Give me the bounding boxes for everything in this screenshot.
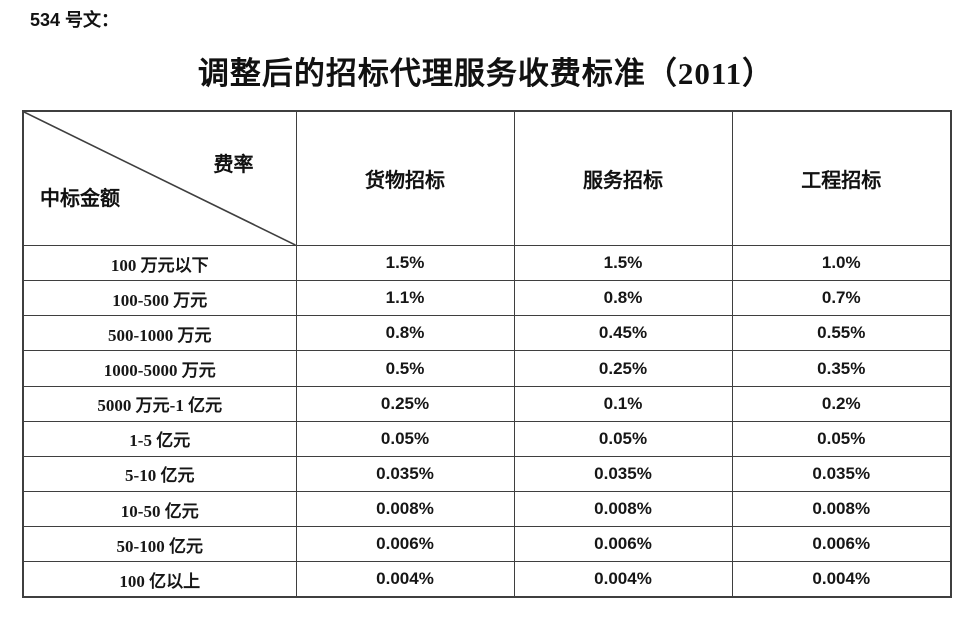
column-header-goods: 货物招标 bbox=[295, 110, 515, 247]
rate-value: 1.5% bbox=[513, 245, 733, 282]
fee-standard-table: 费率 中标金额 货物招标 服务招标 工程招标 100 万元以下 1.5% 1.5… bbox=[22, 110, 952, 598]
row-label: 1-5 亿元 bbox=[22, 420, 297, 457]
row-label: 5-10 亿元 bbox=[22, 455, 297, 493]
diagonal-corner-cell: 费率 中标金额 bbox=[22, 110, 297, 247]
rate-value: 0.008% bbox=[731, 491, 952, 528]
diagonal-divider-line bbox=[24, 112, 295, 245]
rate-value: 0.006% bbox=[513, 526, 733, 563]
rate-value: 0.035% bbox=[513, 455, 733, 493]
row-label: 5000 万元-1 亿元 bbox=[22, 385, 297, 422]
table-row: 100 亿以上 0.004% 0.004% 0.004% bbox=[22, 561, 952, 598]
page-title: 调整后的招标代理服务收费标准（2011） bbox=[197, 56, 775, 91]
table-row: 100-500 万元 1.1% 0.8% 0.7% bbox=[22, 280, 952, 317]
rate-value: 0.008% bbox=[295, 491, 515, 528]
rate-value: 0.8% bbox=[513, 280, 733, 317]
rate-value: 0.05% bbox=[731, 420, 952, 457]
corner-amount-label: 中标金额 bbox=[40, 188, 120, 210]
row-label: 100-500 万元 bbox=[22, 280, 297, 317]
rate-value: 0.05% bbox=[295, 420, 515, 457]
rate-value: 0.004% bbox=[731, 561, 952, 598]
rate-value: 0.2% bbox=[731, 385, 952, 422]
rate-value: 0.1% bbox=[513, 385, 733, 422]
corner-rate-label: 费率 bbox=[213, 154, 254, 176]
rate-value: 0.035% bbox=[295, 455, 515, 493]
table-header-row: 费率 中标金额 货物招标 服务招标 工程招标 bbox=[22, 110, 952, 247]
column-header-engineering: 工程招标 bbox=[731, 110, 952, 247]
table-row: 1-5 亿元 0.05% 0.05% 0.05% bbox=[22, 420, 952, 457]
table-row: 50-100 亿元 0.006% 0.006% 0.006% bbox=[22, 526, 952, 563]
rate-value: 0.45% bbox=[513, 315, 733, 352]
rate-value: 0.004% bbox=[295, 561, 515, 598]
table-row: 500-1000 万元 0.8% 0.45% 0.55% bbox=[22, 315, 952, 352]
rate-value: 0.25% bbox=[513, 350, 733, 387]
table-row: 10-50 亿元 0.008% 0.008% 0.008% bbox=[22, 491, 952, 528]
row-label: 1000-5000 万元 bbox=[22, 350, 297, 387]
row-label: 50-100 亿元 bbox=[22, 526, 297, 563]
rate-value: 0.7% bbox=[731, 280, 952, 317]
rate-value: 0.035% bbox=[731, 455, 952, 493]
rate-value: 0.35% bbox=[731, 350, 952, 387]
table-row: 100 万元以下 1.5% 1.5% 1.0% bbox=[22, 245, 952, 282]
rate-value: 0.004% bbox=[513, 561, 733, 598]
rate-value: 0.006% bbox=[731, 526, 952, 563]
rate-value: 1.5% bbox=[295, 245, 515, 282]
rate-value: 0.5% bbox=[295, 350, 515, 387]
rate-value: 0.05% bbox=[513, 420, 733, 457]
row-label: 10-50 亿元 bbox=[22, 491, 297, 528]
rate-value: 0.008% bbox=[513, 491, 733, 528]
table-row: 5000 万元-1 亿元 0.25% 0.1% 0.2% bbox=[22, 385, 952, 422]
rate-value: 0.55% bbox=[731, 315, 952, 352]
column-header-service: 服务招标 bbox=[513, 110, 733, 247]
rate-value: 0.25% bbox=[295, 385, 515, 422]
row-label: 100 亿以上 bbox=[22, 561, 297, 598]
rate-value: 1.1% bbox=[295, 280, 515, 317]
row-label: 100 万元以下 bbox=[22, 245, 297, 282]
table-row: 1000-5000 万元 0.5% 0.25% 0.35% bbox=[22, 350, 952, 387]
table-row: 5-10 亿元 0.035% 0.035% 0.035% bbox=[22, 455, 952, 493]
row-label: 500-1000 万元 bbox=[22, 315, 297, 352]
rate-value: 1.0% bbox=[731, 245, 952, 282]
rate-value: 0.8% bbox=[295, 315, 515, 352]
doc-number-label: 534 号文： bbox=[30, 10, 120, 30]
rate-value: 0.006% bbox=[295, 526, 515, 563]
